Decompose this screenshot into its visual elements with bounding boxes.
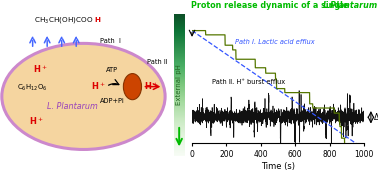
Text: H$^+$: H$^+$ [144, 81, 159, 92]
Text: H$^+$: H$^+$ [29, 115, 43, 127]
Text: L.Plantarum: L.Plantarum [323, 1, 378, 10]
Text: H: H [94, 17, 100, 23]
Text: ADP+Pi: ADP+Pi [100, 98, 125, 104]
Text: L. Plantarum: L. Plantarum [47, 102, 98, 111]
Text: H$^+$: H$^+$ [91, 81, 105, 92]
X-axis label: Time (s): Time (s) [261, 162, 295, 170]
Text: Path  I: Path I [100, 38, 121, 44]
Text: Path II: Path II [147, 59, 167, 65]
Text: Path Ⅰ. Lactic acid efflux: Path Ⅰ. Lactic acid efflux [235, 39, 314, 45]
Text: ΔpH: ΔpH [374, 113, 378, 122]
Text: External pH: External pH [176, 65, 182, 105]
Text: C$_6$H$_{12}$O$_6$: C$_6$H$_{12}$O$_6$ [17, 83, 48, 93]
Text: CH$_3$CH(OH)COO: CH$_3$CH(OH)COO [34, 15, 93, 25]
Ellipse shape [2, 43, 165, 149]
Text: ATP: ATP [107, 67, 119, 73]
Text: Proton release dynamic of a single: Proton release dynamic of a single [191, 1, 351, 10]
Text: Path Ⅱ. H⁺ burst efflux: Path Ⅱ. H⁺ burst efflux [212, 79, 285, 85]
Ellipse shape [123, 74, 141, 100]
Text: H$^+$: H$^+$ [33, 63, 47, 74]
